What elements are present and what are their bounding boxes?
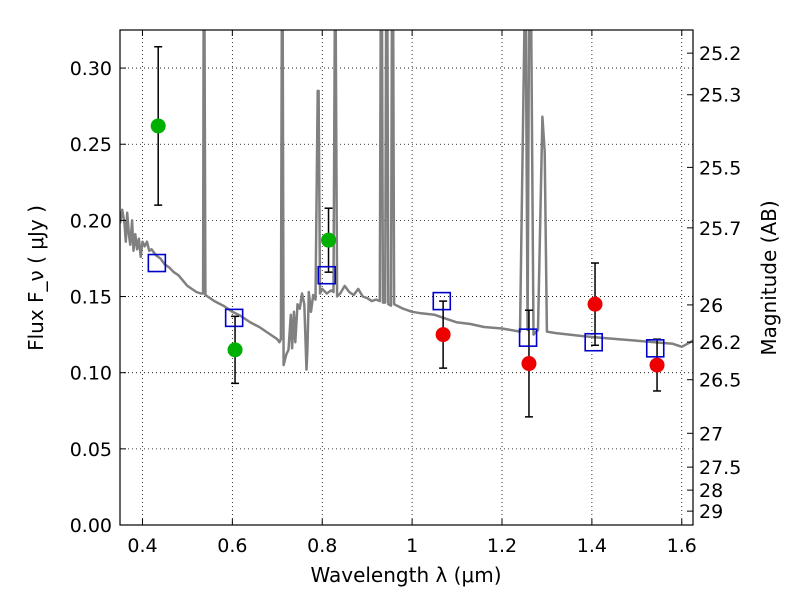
photometry-point [227, 342, 243, 358]
y2-tick-label: 29 [699, 501, 723, 523]
photometry-point [150, 118, 166, 134]
y-tick-label: 0.30 [70, 58, 112, 80]
y2-tick-label: 25.3 [699, 85, 741, 107]
model-flux-square [584, 332, 603, 352]
y2-axis-label: Magnitude (AB) [757, 200, 781, 355]
x-axis-label: Wavelength λ (μm) [310, 563, 501, 587]
model-flux-square [432, 291, 452, 311]
y2-tick-label: 26.5 [699, 370, 741, 392]
y2-tick-label: 27.5 [699, 457, 741, 479]
y2-tick-label: 28 [699, 480, 723, 502]
model-flux-square [317, 265, 337, 285]
model-flux-square [645, 339, 665, 358]
x-tick-label: 0.4 [127, 535, 157, 557]
y-tick-label: 0.00 [70, 515, 112, 537]
model-flux-square [518, 328, 538, 347]
x-tick-label: 1.4 [577, 535, 607, 557]
axis-ticks: 0.4 0.6 0.8 1 1.2 1.4 1.6 0.00 0.05 0.10 0.15 0.20 0… [70, 30, 741, 557]
grid [120, 30, 693, 526]
y2-tick-label: 25.5 [699, 157, 741, 179]
y-tick-label: 0.05 [70, 439, 112, 461]
y-tick-label: 0.10 [70, 363, 112, 385]
y2-tick-label: 25.7 [699, 218, 741, 240]
photometry-point [521, 356, 537, 372]
x-tick-label: 0.8 [307, 535, 337, 557]
x-tick-label: 1.6 [667, 535, 697, 557]
y-tick-label: 0.25 [70, 134, 112, 156]
photometry-point [321, 232, 337, 248]
y-tick-label: 0.15 [70, 287, 112, 309]
plot-frame [119, 29, 694, 526]
y-tick-label: 0.20 [70, 210, 112, 232]
y2-tick-label: 26.2 [699, 332, 741, 354]
y2-tick-label: 27 [699, 423, 723, 445]
photometry-point [587, 296, 603, 312]
x-tick-label: 0.6 [217, 535, 247, 557]
y2-tick-label: 25.2 [699, 43, 741, 65]
x-tick-label: 1.2 [487, 535, 517, 557]
y2-tick-label: 26 [699, 295, 723, 317]
model-flux-square [224, 308, 244, 328]
model-flux-square [147, 253, 167, 273]
photometry-point [649, 357, 665, 373]
y-axis-label: Flux F_ν ( μJy ) [24, 205, 48, 351]
x-tick-label: 1 [406, 535, 418, 557]
data-points-layer [147, 46, 665, 418]
photometry-point [435, 327, 451, 343]
